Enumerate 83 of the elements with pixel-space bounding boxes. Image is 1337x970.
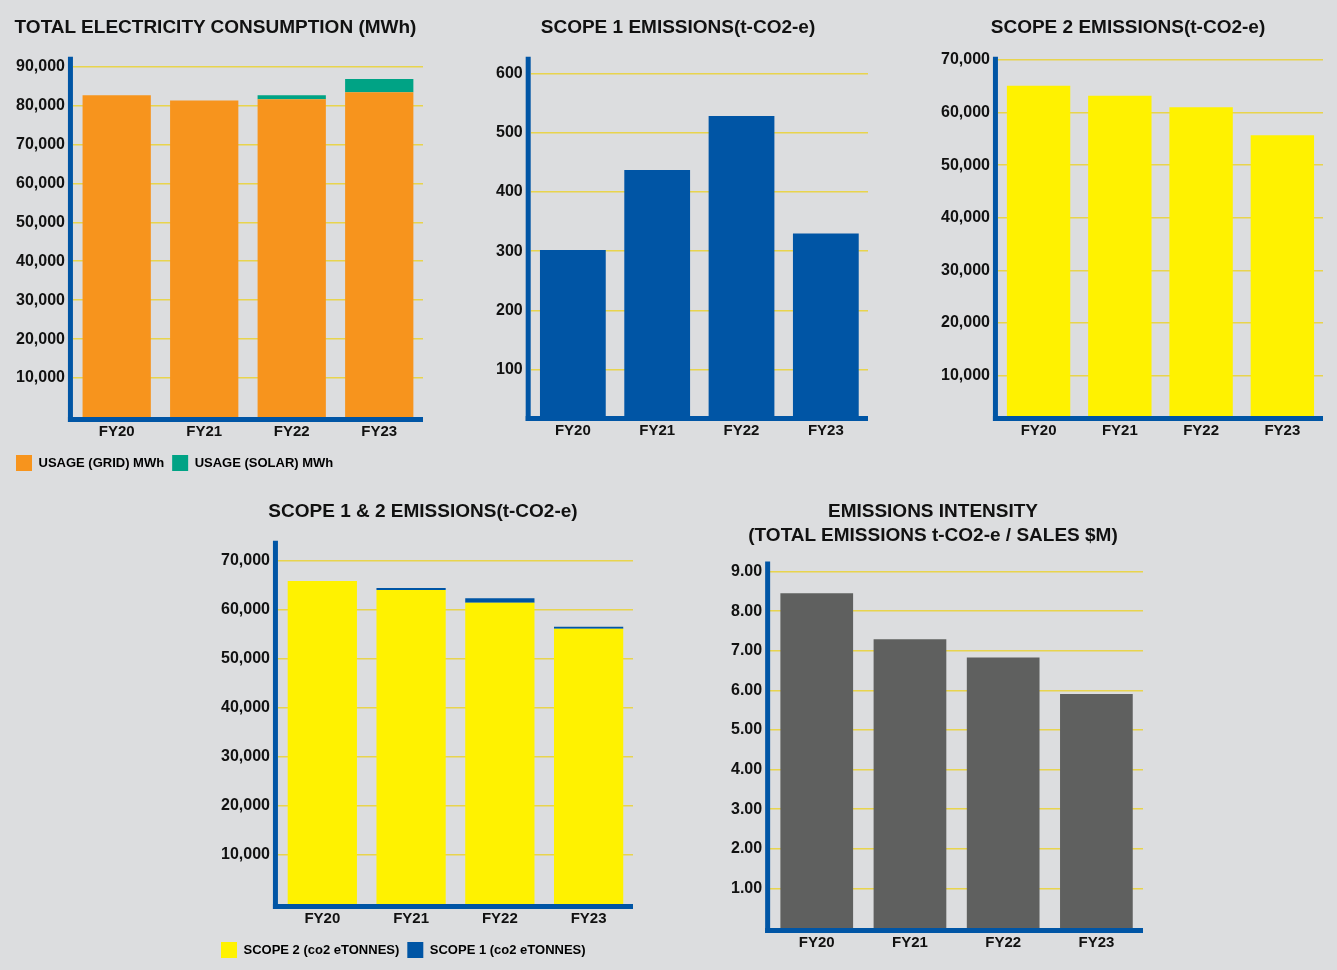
- y-tick-label: 50,000: [941, 155, 991, 173]
- y-tick-label: 10,000: [16, 368, 66, 386]
- legend-label: SCOPE 2 (co2 eTONNES): [243, 941, 400, 957]
- bar: [554, 628, 624, 904]
- chart-title: SCOPE 1 & 2 EMISSIONS(t-CO2-e): [268, 499, 578, 521]
- bar: [465, 602, 535, 904]
- y-tick-label: 90,000: [16, 56, 66, 74]
- y-tick-label: 50,000: [16, 212, 66, 230]
- y-tick-label: 40,000: [221, 698, 271, 716]
- y-tick-label: 50,000: [221, 649, 271, 666]
- y-tick-label: 600: [495, 63, 523, 81]
- chart-subtitle: (TOTAL EMISSIONS t-CO2-e / SALES $M): [748, 524, 1118, 546]
- y-tick-label: 30,000: [221, 747, 271, 765]
- x-tick-label: FY21: [186, 422, 223, 440]
- y-tick-label: 60,000: [16, 173, 66, 191]
- x-tick-label: FY21: [1101, 421, 1138, 439]
- bar: [257, 95, 326, 100]
- y-tick-label: 7.00: [731, 641, 763, 659]
- y-tick-label: 30,000: [16, 290, 66, 308]
- y-tick-label: 20,000: [16, 329, 66, 347]
- x-tick-label: FY23: [570, 909, 607, 927]
- x-tick-label: FY20: [98, 422, 135, 440]
- chart-title: SCOPE 1 EMISSIONS(t-CO2-e): [540, 15, 816, 37]
- x-tick-label: FY20: [554, 421, 591, 439]
- bar: [170, 100, 239, 417]
- y-tick-label: 10,000: [941, 365, 991, 383]
- bar: [345, 92, 414, 417]
- y-tick-label: 6.00: [731, 680, 763, 698]
- bar: [376, 589, 446, 904]
- x-tick-label: FY22: [481, 909, 518, 927]
- y-tick-label: 8.00: [731, 601, 763, 619]
- y-tick-label: 60,000: [221, 599, 271, 617]
- x-tick-label: FY20: [798, 933, 835, 951]
- y-tick-label: 70,000: [941, 50, 991, 68]
- y-tick-label: 10,000: [221, 845, 271, 863]
- y-tick-label: 200: [495, 300, 523, 318]
- bar: [873, 639, 947, 928]
- x-tick-label: FY22: [1183, 421, 1220, 439]
- x-tick-label: FY23: [1264, 421, 1301, 439]
- y-tick-label: 9.00: [731, 561, 763, 579]
- x-tick-label: FY23: [807, 421, 844, 439]
- y-tick-label: 4.00: [731, 759, 763, 777]
- bar: [966, 657, 1040, 928]
- x-tick-label: FY21: [639, 421, 676, 439]
- bar: [780, 593, 854, 928]
- y-tick-label: 300: [495, 241, 523, 259]
- legend-label: USAGE (SOLAR) MWh: [194, 454, 334, 470]
- legend-label: USAGE (GRID) MWh: [38, 454, 165, 470]
- y-tick-label: 20,000: [221, 796, 271, 814]
- y-tick-label: 5.00: [731, 720, 763, 738]
- y-tick-label: 70,000: [221, 550, 271, 568]
- y-tick-label: 80,000: [16, 95, 66, 113]
- y-tick-label: 70,000: [16, 134, 66, 152]
- y-tick-label: 30,000: [941, 260, 991, 278]
- y-tick-label: 40,000: [16, 251, 66, 269]
- y-tick-label: 2.00: [731, 839, 763, 857]
- bar: [1060, 693, 1133, 928]
- x-tick-label: FY23: [1078, 933, 1115, 951]
- bar: [82, 95, 151, 417]
- legend-label: SCOPE 1 (co2 eTONNES): [429, 941, 586, 957]
- chart-title: TOTAL ELECTRICITY CONSUMPTION (MWh): [14, 15, 417, 37]
- y-tick-label: 100: [495, 360, 523, 378]
- x-tick-label: FY23: [361, 422, 398, 440]
- y-tick-label: 500: [495, 123, 523, 141]
- x-tick-label: FY22: [985, 933, 1022, 951]
- x-tick-label: FY20: [1020, 421, 1057, 439]
- y-tick-label: 400: [495, 182, 523, 200]
- bar: [257, 99, 326, 417]
- y-tick-label: 40,000: [941, 208, 991, 226]
- y-tick-label: 1.00: [731, 878, 763, 896]
- y-tick-label: 20,000: [941, 313, 991, 331]
- bar: [345, 79, 414, 93]
- chart-title: EMISSIONS INTENSITY: [827, 499, 1039, 521]
- x-tick-label: FY20: [304, 909, 341, 927]
- bar: [287, 581, 357, 904]
- y-tick-label: 60,000: [941, 102, 991, 120]
- x-tick-label: FY22: [723, 421, 760, 439]
- x-tick-label: FY21: [393, 909, 430, 927]
- bar: [465, 598, 535, 603]
- x-tick-label: FY22: [273, 422, 310, 440]
- chart-title: SCOPE 2 EMISSIONS(t-CO2-e): [990, 15, 1266, 37]
- x-tick-label: FY21: [892, 933, 928, 951]
- y-tick-label: 3.00: [731, 799, 763, 817]
